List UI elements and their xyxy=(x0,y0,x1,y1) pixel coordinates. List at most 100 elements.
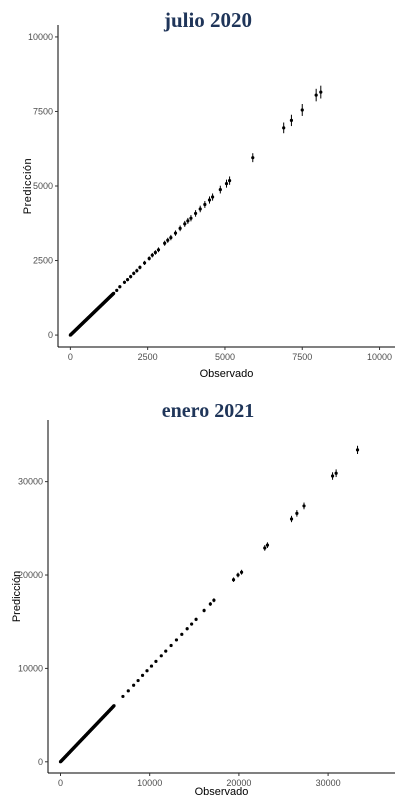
point-marker xyxy=(112,704,116,708)
x-tick-label: 10000 xyxy=(137,778,162,788)
data-point xyxy=(263,545,267,551)
chart-title: enero 2021 xyxy=(161,400,255,422)
data-point xyxy=(156,247,161,253)
data-point xyxy=(207,196,212,204)
point-marker xyxy=(302,504,306,508)
point-marker xyxy=(163,241,167,245)
x-tick-label: 2500 xyxy=(138,352,158,362)
point-marker xyxy=(136,678,140,683)
point-marker xyxy=(115,288,119,292)
scatter-plot-julio-2020: 0 2500 5000 7500 10000 0 2500 5000 7500 10000 Obse… xyxy=(22,25,395,380)
data-point xyxy=(185,627,189,631)
point-marker xyxy=(118,285,122,289)
point-marker xyxy=(295,511,299,515)
data-point xyxy=(180,632,184,636)
data-point xyxy=(132,271,136,276)
x-tick-label: 20000 xyxy=(226,778,251,788)
point-marker xyxy=(334,471,338,475)
point-marker xyxy=(239,570,244,574)
point-marker xyxy=(314,93,318,97)
y-tick-label: 7500 xyxy=(33,106,53,116)
point-marker xyxy=(330,474,335,478)
data-point xyxy=(178,225,182,232)
point-marker xyxy=(164,649,168,653)
data-point xyxy=(355,445,360,454)
point-marker xyxy=(180,632,184,636)
data-point xyxy=(189,215,193,222)
data-point xyxy=(289,515,294,523)
data-point xyxy=(193,210,198,217)
point-marker xyxy=(194,617,198,621)
data-point xyxy=(154,659,158,664)
point-marker xyxy=(203,202,207,207)
point-marker xyxy=(212,598,216,602)
y-tick-label: 10000 xyxy=(18,663,43,673)
point-marker xyxy=(125,278,130,282)
data-point xyxy=(334,469,338,478)
data-point xyxy=(173,230,178,236)
y-tick-label: 5000 xyxy=(33,181,53,191)
data-point xyxy=(153,250,157,255)
point-marker xyxy=(198,207,202,211)
point-marker xyxy=(202,608,206,613)
data-point xyxy=(251,153,255,163)
point-marker xyxy=(145,669,149,673)
scatter-plot-enero-2021: 0 10000 20000 30000 0 10000 20000 30000 Observad… xyxy=(11,420,395,798)
data-point xyxy=(236,572,240,578)
point-marker xyxy=(282,126,286,130)
data-point xyxy=(210,193,215,201)
point-marker xyxy=(126,689,130,693)
point-marker xyxy=(140,673,145,678)
data-point xyxy=(208,602,212,606)
point-marker xyxy=(149,664,154,668)
point-marker xyxy=(147,256,151,261)
data-point xyxy=(302,502,306,510)
y-tick-label: 20000 xyxy=(18,570,43,580)
point-marker xyxy=(121,694,125,699)
data-point xyxy=(112,291,116,295)
y-tick-label: 0 xyxy=(38,757,43,767)
point-marker xyxy=(265,543,270,547)
data-point xyxy=(135,268,139,273)
point-marker xyxy=(169,643,173,648)
point-marker xyxy=(193,211,198,216)
data-point xyxy=(224,179,229,188)
data-point xyxy=(300,104,304,116)
data-point xyxy=(147,256,151,261)
data-point xyxy=(159,654,163,658)
data-point xyxy=(142,260,147,266)
data-point xyxy=(212,598,216,603)
y-tick-label: 0 xyxy=(48,330,53,340)
point-marker xyxy=(135,269,139,273)
data-point xyxy=(202,608,206,613)
data-point xyxy=(150,252,154,258)
data-point xyxy=(166,237,170,243)
x-axis-title: Observado xyxy=(195,786,249,798)
point-marker xyxy=(189,216,193,220)
x-tick-label: 10000 xyxy=(367,352,392,362)
data-point xyxy=(122,280,127,284)
data-point xyxy=(319,85,323,99)
point-marker xyxy=(300,108,304,112)
point-marker xyxy=(190,622,194,626)
point-marker xyxy=(169,235,173,240)
point-marker xyxy=(166,238,170,242)
data-point xyxy=(129,274,133,279)
x-axis-title: Observado xyxy=(200,368,254,380)
point-marker xyxy=(263,546,267,550)
point-marker xyxy=(289,118,294,123)
data-point xyxy=(239,569,244,575)
data-point xyxy=(203,201,207,208)
point-marker xyxy=(129,275,133,279)
point-marker xyxy=(208,602,212,606)
point-marker xyxy=(132,271,136,275)
data-point xyxy=(174,638,179,642)
point-marker xyxy=(251,156,255,160)
data-point xyxy=(140,673,145,678)
data-point xyxy=(118,285,122,289)
point-marker xyxy=(142,261,147,265)
point-marker xyxy=(319,90,323,94)
data-point xyxy=(126,689,130,693)
data-point xyxy=(314,88,318,102)
data-point xyxy=(198,205,202,213)
